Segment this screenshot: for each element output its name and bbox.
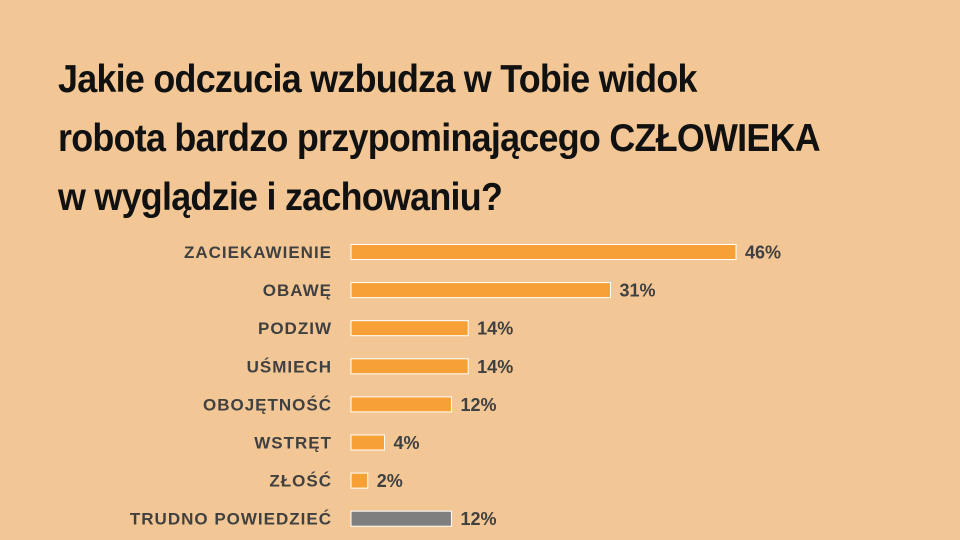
chart-title: Jakie odczucia wzbudza w Tobie widok rob… <box>58 50 868 227</box>
category-label: TRUDNO POWIEDZIEĆ <box>130 510 332 529</box>
value-label: 12% <box>460 509 496 529</box>
value-label: 2% <box>377 471 403 491</box>
value-label: 14% <box>477 357 513 377</box>
category-label: OBOJĘTNOŚĆ <box>203 395 332 414</box>
category-label: ZACIEKAWIENIE <box>184 243 332 262</box>
category-label: OBAWĘ <box>263 281 332 300</box>
value-label: 14% <box>477 319 513 339</box>
chart-title-line-3: w wyglądzie i zachowaniu? <box>58 176 503 219</box>
value-label: 4% <box>393 433 419 453</box>
chart-title-line-1: Jakie odczucia wzbudza w Tobie widok <box>58 58 697 101</box>
value-label: 46% <box>745 243 781 263</box>
category-label: ZŁOŚĆ <box>269 472 332 491</box>
category-label: UŚMIECH <box>247 357 332 376</box>
category-label: WSTRĘT <box>254 434 332 453</box>
value-label: 12% <box>460 395 496 415</box>
bar <box>350 510 452 527</box>
bar <box>350 396 452 413</box>
bar <box>350 320 469 337</box>
bar <box>350 282 611 299</box>
bar <box>350 472 369 489</box>
value-label: 31% <box>619 281 655 301</box>
bar <box>350 244 737 260</box>
bar <box>350 434 385 451</box>
chart-title-line-2: robota bardzo przypominającego CZŁOWIEKA <box>58 117 821 160</box>
bar <box>350 358 469 375</box>
category-label: PODZIW <box>258 319 332 338</box>
